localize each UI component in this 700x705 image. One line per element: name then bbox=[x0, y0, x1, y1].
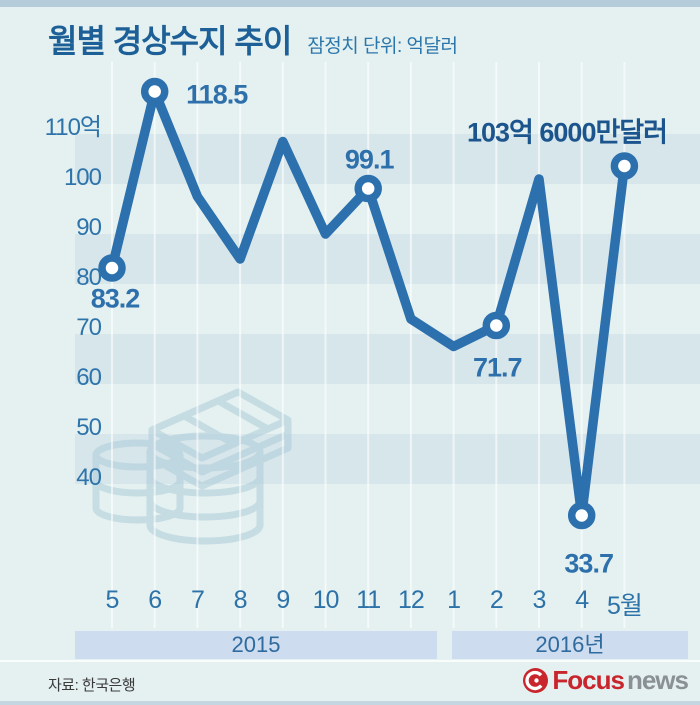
point-value-label: 83.2 bbox=[90, 283, 141, 314]
logo-brand-text: Focus bbox=[552, 665, 625, 695]
x-tick-label: 3 bbox=[532, 586, 547, 614]
y-tick-label: 110억 bbox=[44, 114, 102, 141]
page-title: 월별 경상수지 추이 bbox=[48, 23, 292, 59]
chart-subtitle: 잠정치 단위: 억달러 bbox=[307, 36, 458, 57]
gridlines-layer bbox=[0, 62, 700, 662]
x-tick-label: 8 bbox=[233, 586, 248, 614]
y-tick-label: 40 bbox=[76, 464, 102, 491]
x-tick-label: 6 bbox=[148, 586, 162, 614]
source-credit: 자료: 한국은행 bbox=[48, 677, 136, 694]
year-band: 2015 bbox=[75, 631, 437, 659]
focusnews-logo-icon bbox=[523, 668, 549, 693]
x-tick-label: 11 bbox=[356, 586, 381, 614]
x-tick-label: 1 bbox=[447, 586, 461, 614]
point-value-label: 99.1 bbox=[344, 144, 395, 174]
x-tick-label: 10 bbox=[312, 586, 340, 614]
x-tick-label: 12 bbox=[397, 586, 425, 614]
x-tick-label: 9 bbox=[276, 586, 290, 614]
point-value-label: 33.7 bbox=[564, 548, 614, 578]
top-border-strip bbox=[0, 0, 700, 7]
banknotes-icon bbox=[148, 388, 292, 490]
y-tick-label: 50 bbox=[76, 414, 102, 441]
bottom-border-strip bbox=[0, 701, 700, 705]
data-point-marker bbox=[610, 152, 639, 180]
chart-header: 월별 경상수지 추이 잠정치 단위: 억달러 bbox=[48, 16, 458, 62]
y-tick-label: 100 bbox=[63, 164, 102, 191]
data-point-marker bbox=[354, 174, 382, 203]
logo-suffix-text: news bbox=[626, 665, 689, 695]
x-tick-label: 2 bbox=[489, 586, 504, 614]
point-value-label: 118.5 bbox=[186, 79, 248, 109]
focusnews-logo: Focus news bbox=[522, 665, 689, 696]
y-tick-label: 70 bbox=[76, 314, 102, 341]
x-tick-label: 4 bbox=[575, 586, 589, 614]
data-point-marker bbox=[98, 254, 126, 282]
data-point-marker bbox=[482, 311, 511, 340]
large-coin-stack-icon bbox=[146, 432, 264, 545]
point-value-label: 71.7 bbox=[473, 352, 523, 382]
data-point-marker bbox=[567, 501, 596, 530]
y-tick-label: 80 bbox=[76, 264, 102, 291]
data-point-marker bbox=[140, 77, 169, 106]
year-band: 2016년 bbox=[452, 631, 688, 659]
y-tick-label: 60 bbox=[76, 364, 102, 391]
x-tick-label: 5 bbox=[105, 586, 120, 614]
x-tick-label: 7 bbox=[190, 586, 205, 614]
annotation-label: 103억 6000만달러 bbox=[467, 117, 668, 148]
x-tick-label: 5월 bbox=[606, 592, 643, 620]
small-coin-stack-icon bbox=[92, 439, 184, 524]
money-watermark-icon bbox=[92, 388, 292, 545]
y-tick-label: 90 bbox=[76, 214, 102, 241]
data-series-layer bbox=[98, 77, 639, 530]
